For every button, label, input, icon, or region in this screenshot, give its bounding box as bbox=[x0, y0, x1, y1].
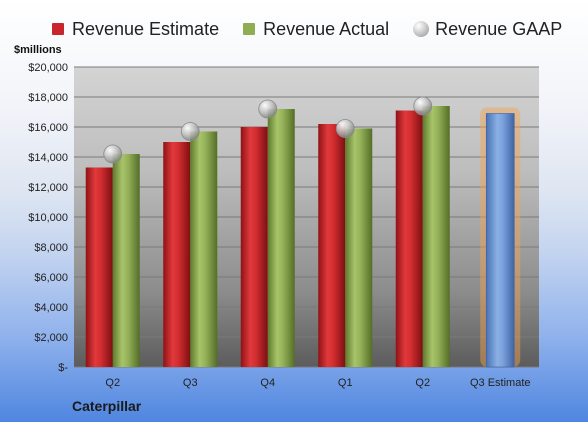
legend-label-revenue-gaap: Revenue GAAP bbox=[435, 18, 563, 39]
legend-label-revenue-actual: Revenue Actual bbox=[263, 18, 390, 39]
y-tick-label: $14,000 bbox=[28, 152, 68, 164]
legend-label-revenue-estimate: Revenue Estimate bbox=[72, 18, 220, 39]
legend-bubble-revenue-gaap bbox=[413, 21, 430, 37]
y-tick-label: $4,000 bbox=[34, 302, 68, 314]
y-tick-label: $20,000 bbox=[28, 62, 68, 74]
x-tick-label: Q3 bbox=[183, 377, 198, 389]
bar-revenue-estimate bbox=[85, 167, 113, 367]
bubble-revenue-gaap bbox=[413, 96, 433, 116]
y-tick-label: $2,000 bbox=[34, 332, 68, 344]
bubbles bbox=[103, 96, 433, 164]
x-tick-label: Q2 bbox=[415, 377, 430, 389]
bars bbox=[85, 106, 521, 368]
tick-labels: $- $2,000 $4,000 $6,000 $8,000 $10,000 $12,000… bbox=[28, 62, 530, 389]
bar-revenue-estimate bbox=[318, 124, 346, 367]
bubble-revenue-gaap bbox=[335, 119, 355, 138]
bubble-revenue-gaap bbox=[258, 99, 278, 119]
bar-revenue-actual bbox=[345, 128, 373, 367]
x-tick-label: Q2 bbox=[105, 377, 120, 389]
legend-item-revenue-estimate: Revenue Estimate bbox=[52, 19, 219, 40]
bar-revenue-actual bbox=[267, 109, 295, 367]
y-tick-label: $10,000 bbox=[28, 212, 68, 224]
y-axis-label: $millions bbox=[14, 44, 62, 56]
legend-swatch-revenue-estimate bbox=[52, 23, 64, 35]
y-tick-label: $18,000 bbox=[28, 92, 68, 104]
x-tick-label: Q4 bbox=[260, 377, 275, 389]
bar-revenue-estimate bbox=[395, 110, 423, 367]
legend-item-revenue-gaap: Revenue GAAP bbox=[413, 19, 562, 40]
bar-revenue-actual bbox=[112, 154, 140, 367]
bar-revenue-actual bbox=[190, 131, 218, 367]
y-tick-label: $- bbox=[58, 362, 68, 374]
y-tick-label: $16,000 bbox=[28, 122, 68, 134]
x-tick-label: Q3 Estimate bbox=[470, 377, 531, 389]
gridlines bbox=[74, 66, 539, 368]
y-tick-label: $12,000 bbox=[28, 182, 68, 194]
x-tick-label: Q1 bbox=[338, 377, 353, 389]
legend-swatch-revenue-actual bbox=[243, 23, 256, 35]
bar-projection bbox=[485, 113, 515, 368]
bubble-revenue-gaap bbox=[180, 122, 200, 141]
bar-revenue-actual bbox=[422, 106, 450, 367]
bar-revenue-estimate bbox=[240, 127, 268, 367]
y-tick-label: $6,000 bbox=[34, 272, 68, 284]
y-tick-label: $8,000 bbox=[34, 242, 68, 254]
legend-item-revenue-actual: Revenue Actual bbox=[243, 19, 389, 40]
bubble-revenue-gaap bbox=[103, 144, 123, 164]
bar-revenue-estimate bbox=[163, 142, 191, 367]
legend: Revenue Estimate Revenue Actual Revenue … bbox=[52, 16, 586, 42]
company-name: Caterpillar bbox=[72, 398, 142, 414]
